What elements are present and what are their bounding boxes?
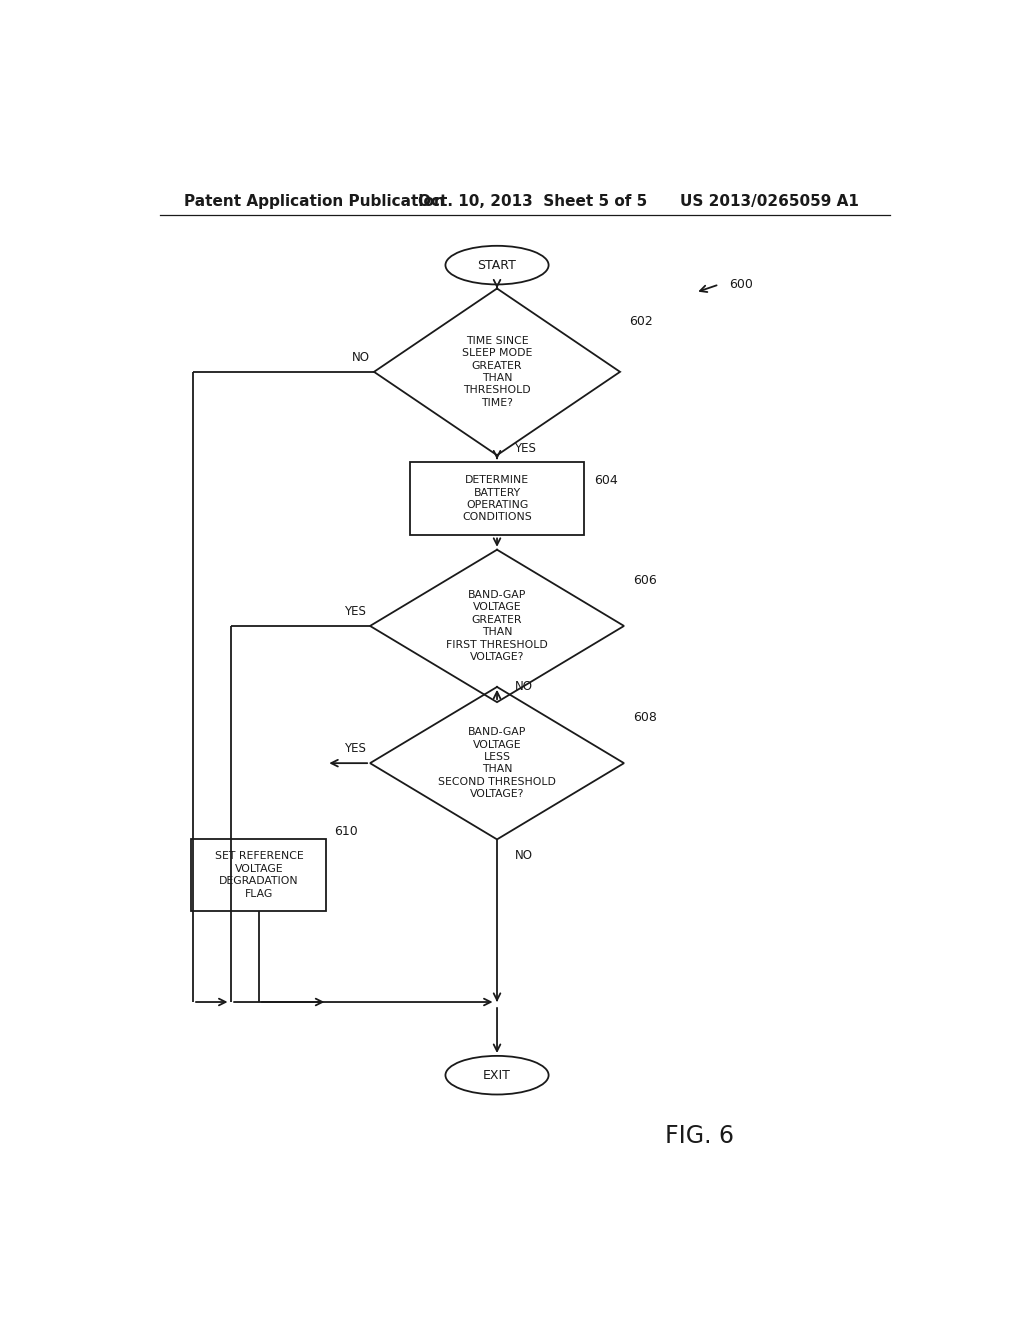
Text: 604: 604 xyxy=(594,474,617,487)
Text: TIME SINCE
SLEEP MODE
GREATER
THAN
THRESHOLD
TIME?: TIME SINCE SLEEP MODE GREATER THAN THRES… xyxy=(462,335,532,408)
Polygon shape xyxy=(370,686,624,840)
Text: NO: NO xyxy=(514,680,532,693)
Ellipse shape xyxy=(445,1056,549,1094)
Text: Patent Application Publication: Patent Application Publication xyxy=(183,194,444,209)
Text: US 2013/0265059 A1: US 2013/0265059 A1 xyxy=(680,194,858,209)
Text: 600: 600 xyxy=(729,279,754,290)
Bar xyxy=(191,840,327,911)
Ellipse shape xyxy=(445,246,549,284)
Text: YES: YES xyxy=(514,442,537,455)
Text: SET REFERENCE
VOLTAGE
DEGRADATION
FLAG: SET REFERENCE VOLTAGE DEGRADATION FLAG xyxy=(215,851,303,899)
Text: NO: NO xyxy=(514,849,532,862)
Text: 610: 610 xyxy=(334,825,358,838)
Text: 608: 608 xyxy=(634,711,657,723)
Text: 606: 606 xyxy=(634,574,657,586)
Text: EXIT: EXIT xyxy=(483,1069,511,1081)
Bar xyxy=(410,462,585,536)
Text: START: START xyxy=(477,259,516,272)
Text: YES: YES xyxy=(344,742,367,755)
Text: Oct. 10, 2013  Sheet 5 of 5: Oct. 10, 2013 Sheet 5 of 5 xyxy=(418,194,647,209)
Text: BAND-GAP
VOLTAGE
LESS
THAN
SECOND THRESHOLD
VOLTAGE?: BAND-GAP VOLTAGE LESS THAN SECOND THRESH… xyxy=(438,727,556,799)
Text: DETERMINE
BATTERY
OPERATING
CONDITIONS: DETERMINE BATTERY OPERATING CONDITIONS xyxy=(462,475,531,523)
Polygon shape xyxy=(374,289,620,455)
Polygon shape xyxy=(370,549,624,702)
Text: 602: 602 xyxy=(630,315,653,329)
Text: NO: NO xyxy=(352,351,370,364)
Text: YES: YES xyxy=(344,605,367,618)
Text: BAND-GAP
VOLTAGE
GREATER
THAN
FIRST THRESHOLD
VOLTAGE?: BAND-GAP VOLTAGE GREATER THAN FIRST THRE… xyxy=(446,590,548,661)
Text: FIG. 6: FIG. 6 xyxy=(665,1125,734,1148)
